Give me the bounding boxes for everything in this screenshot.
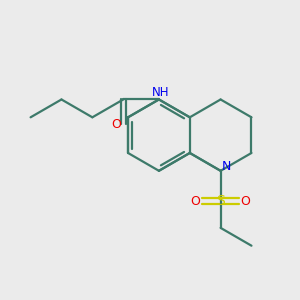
Text: S: S [216,194,225,208]
Text: N: N [221,160,231,173]
Text: NH: NH [152,86,169,99]
Text: O: O [111,118,121,131]
Text: O: O [241,195,250,208]
Text: O: O [191,195,201,208]
